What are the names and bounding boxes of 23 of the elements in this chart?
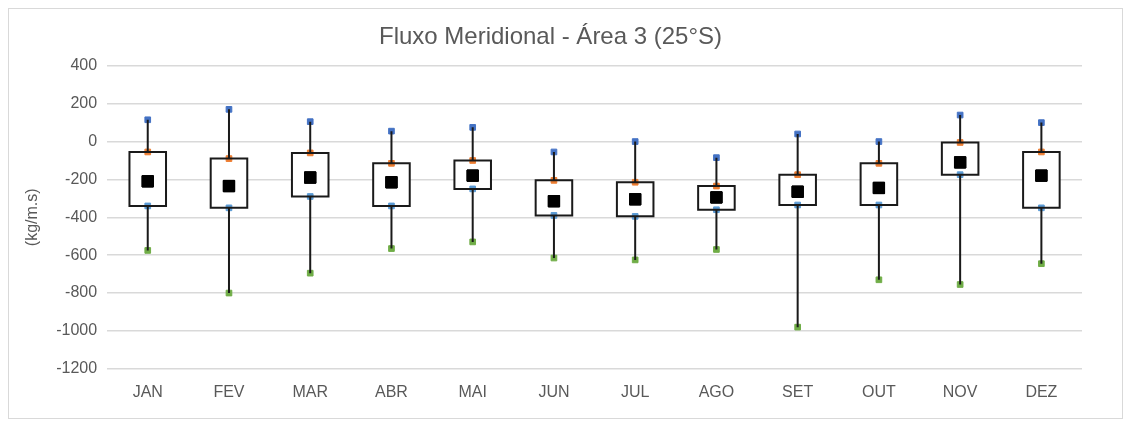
y-tick-label: 400 [70,56,98,74]
x-tick-label: SET [782,382,814,400]
y-tick-label: -400 [65,207,98,225]
x-tick-label: AGO [698,382,735,400]
y-tick-label: 200 [70,94,98,112]
x-tick-label: JAN [132,382,163,400]
y-tick-label: 0 [88,131,98,149]
x-tick-label: NOV [942,382,978,400]
y-tick-label: -1200 [56,359,98,377]
x-tick-label: MAR [292,382,328,400]
x-tick-label: MAI [458,382,487,400]
x-tick-label: JUN [538,382,570,400]
y-tick-label: -800 [65,283,98,301]
x-tick-label: ABR [375,382,408,400]
x-tick-label: OUT [862,382,897,400]
x-tick-label: JUL [620,382,650,400]
y-tick-label: -200 [65,169,98,187]
chart-title: Fluxo Meridional - Área 3 (25°S) [378,22,723,50]
y-axis-title: (kg/m.s) [23,188,41,247]
x-tick-label: DEZ [1025,382,1058,400]
x-tick-label: FEV [213,382,245,400]
y-tick-label: -600 [65,245,98,263]
y-tick-label: -1000 [56,321,98,339]
